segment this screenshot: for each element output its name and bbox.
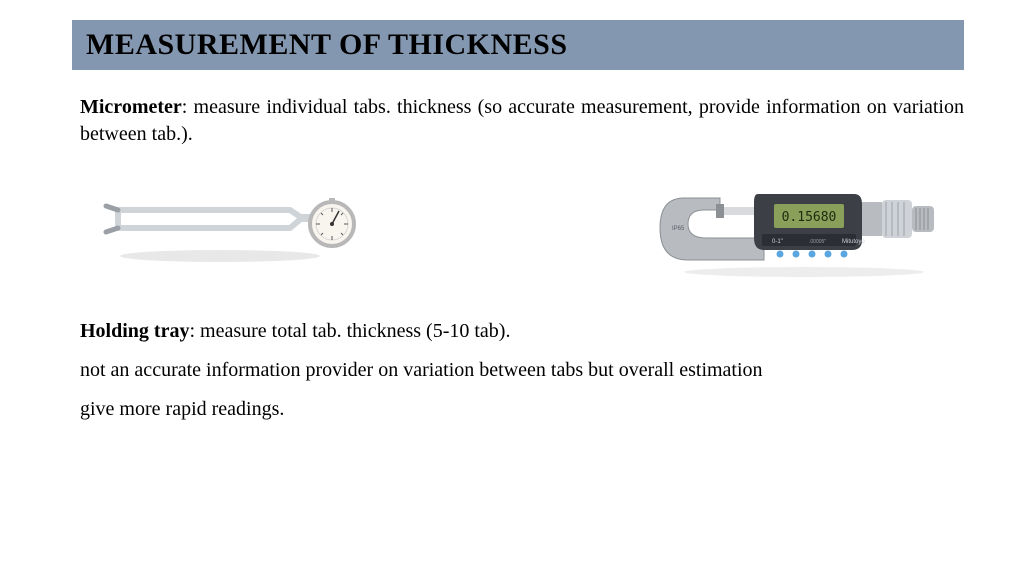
paragraph-1: Micrometer: measure individual tabs. thi… [80,94,964,148]
svg-text:IP65: IP65 [672,226,685,232]
svg-text:Mitutoyo: Mitutoyo [842,239,865,245]
paragraph-3: not an accurate information provider on … [80,357,964,384]
slide-title: MEASUREMENT OF THICKNESS [86,28,950,62]
svg-text:.00005": .00005" [809,239,826,245]
micrometer-image: 0.15680 0-1" .00005" Mitutoyo [654,174,944,284]
p1-rest: : measure individual tabs. thickness (so… [80,96,964,145]
caliper-image [100,184,360,274]
p2-bold: Holding tray [80,320,189,342]
paragraph-4: give more rapid readings. [80,396,964,423]
p2-rest: : measure total tab. thickness (5-10 tab… [189,320,510,342]
p1-bold: Micrometer [80,96,182,118]
title-bar: MEASUREMENT OF THICKNESS [72,20,964,70]
svg-text:0-1": 0-1" [772,239,783,245]
micrometer-lcd: 0.15680 [782,210,837,225]
paragraph-2: Holding tray: measure total tab. thickne… [80,318,964,345]
image-row: 0.15680 0-1" .00005" Mitutoyo [80,174,964,284]
